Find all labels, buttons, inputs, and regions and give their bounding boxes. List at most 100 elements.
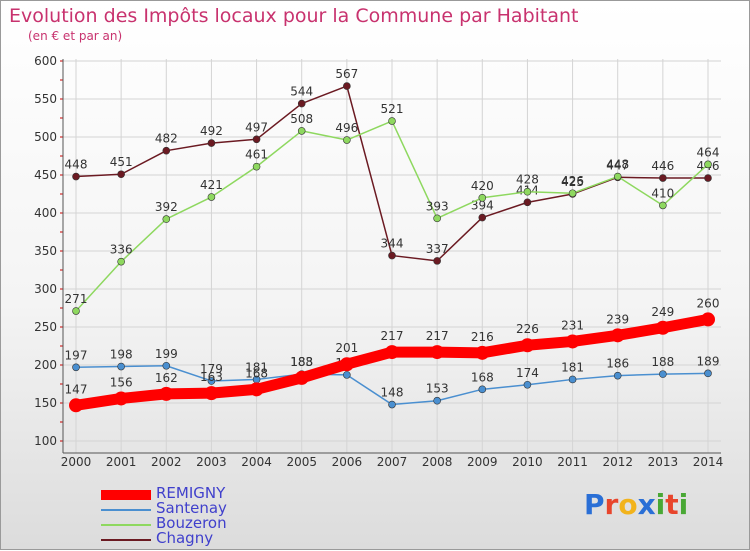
data-point-bouzeron bbox=[704, 160, 712, 169]
data-label-bouzeron: 271 bbox=[65, 292, 88, 306]
legend-swatch-bouzeron bbox=[101, 524, 151, 526]
data-label-chagny: 482 bbox=[155, 132, 178, 146]
data-point-bouzeron bbox=[343, 136, 351, 144]
data-label-chagny: 337 bbox=[426, 242, 449, 256]
data-point-chagny bbox=[297, 99, 306, 108]
x-tick-label: 2005 bbox=[286, 455, 317, 469]
data-point-remigny bbox=[159, 386, 174, 401]
logo-letter: t bbox=[665, 488, 679, 521]
data-label-remigny: 156 bbox=[110, 375, 133, 389]
data-label-chagny: 492 bbox=[200, 124, 223, 138]
data-label-santenay: 186 bbox=[606, 357, 629, 371]
logo-letter: x bbox=[637, 488, 656, 521]
legend-swatch-santenay bbox=[101, 509, 151, 511]
data-label-santenay: 188 bbox=[651, 355, 674, 369]
data-label-remigny: 201 bbox=[335, 341, 358, 355]
data-label-santenay: 174 bbox=[516, 366, 539, 380]
data-point-chagny bbox=[523, 198, 532, 207]
data-label-santenay: 168 bbox=[471, 370, 494, 384]
data-point-bouzeron bbox=[72, 307, 80, 315]
y-tick-label: 400 bbox=[34, 206, 57, 220]
logo-letter: i bbox=[678, 488, 689, 521]
x-tick-label: 2003 bbox=[196, 455, 227, 469]
data-point-remigny bbox=[701, 312, 715, 327]
x-tick-label: 2013 bbox=[648, 455, 679, 469]
data-label-santenay: 189 bbox=[697, 354, 720, 368]
data-label-chagny: 544 bbox=[290, 85, 313, 99]
chart-subtitle: (en € et par an) bbox=[28, 29, 123, 43]
data-point-chagny bbox=[162, 146, 171, 155]
x-tick-label: 2011 bbox=[557, 455, 588, 469]
data-label-remigny: 249 bbox=[651, 305, 674, 319]
data-label-chagny: 447 bbox=[606, 158, 629, 172]
data-label-bouzeron: 508 bbox=[290, 112, 313, 126]
data-label-bouzeron: 521 bbox=[381, 102, 404, 116]
data-point-bouzeron bbox=[613, 172, 622, 181]
data-point-santenay bbox=[704, 369, 712, 378]
data-label-bouzeron: 393 bbox=[426, 199, 449, 213]
data-point-santenay bbox=[117, 362, 125, 371]
data-label-santenay: 181 bbox=[561, 360, 584, 374]
data-label-remigny: 168 bbox=[245, 366, 268, 380]
data-label-santenay: 148 bbox=[381, 386, 404, 400]
data-point-chagny bbox=[704, 174, 712, 182]
data-label-chagny: 425 bbox=[561, 175, 584, 189]
y-tick-label: 300 bbox=[34, 282, 57, 296]
data-point-remigny bbox=[249, 382, 264, 397]
data-point-santenay bbox=[388, 400, 396, 409]
logo-letter: o bbox=[618, 488, 638, 521]
x-tick-label: 2009 bbox=[467, 455, 498, 469]
data-point-bouzeron bbox=[117, 257, 125, 266]
data-point-remigny bbox=[430, 345, 445, 360]
chart-title: Evolution des Impôts locaux pour la Comm… bbox=[9, 5, 579, 27]
data-point-remigny bbox=[565, 334, 580, 349]
data-point-santenay bbox=[343, 371, 351, 379]
data-label-remigny: 226 bbox=[516, 322, 539, 336]
data-point-santenay bbox=[568, 375, 577, 384]
data-label-chagny: 446 bbox=[651, 159, 674, 173]
data-label-remigny: 162 bbox=[155, 371, 178, 385]
logo-letter: r bbox=[604, 488, 619, 521]
data-point-chagny bbox=[117, 170, 125, 179]
data-label-chagny: 497 bbox=[245, 120, 268, 134]
data-label-bouzeron: 428 bbox=[516, 173, 539, 187]
data-point-chagny bbox=[252, 135, 261, 144]
y-tick-label: 600 bbox=[34, 54, 57, 68]
x-tick-label: 2006 bbox=[332, 455, 363, 469]
data-label-chagny: 451 bbox=[110, 155, 133, 169]
y-tick-label: 150 bbox=[34, 396, 57, 410]
data-point-bouzeron bbox=[162, 215, 171, 223]
data-point-bouzeron bbox=[659, 201, 667, 210]
y-tick-label: 200 bbox=[34, 358, 57, 372]
data-point-bouzeron bbox=[478, 194, 487, 202]
data-label-santenay: 179 bbox=[200, 362, 223, 376]
data-point-santenay bbox=[478, 385, 487, 394]
data-point-remigny bbox=[520, 338, 535, 353]
data-point-santenay bbox=[659, 370, 667, 378]
data-label-chagny: 344 bbox=[381, 237, 404, 251]
x-tick-label: 2012 bbox=[602, 455, 633, 469]
data-label-chagny: 567 bbox=[335, 67, 358, 81]
data-point-santenay bbox=[613, 371, 622, 380]
data-label-remigny: 183 bbox=[290, 355, 313, 369]
data-point-chagny bbox=[659, 174, 667, 182]
data-point-remigny bbox=[610, 328, 625, 343]
data-point-chagny bbox=[72, 172, 80, 181]
data-label-santenay: 199 bbox=[155, 347, 178, 361]
data-label-bouzeron: 461 bbox=[245, 148, 268, 162]
y-tick-label: 500 bbox=[34, 130, 57, 144]
data-point-chagny bbox=[478, 213, 487, 222]
data-label-santenay: 198 bbox=[110, 348, 133, 362]
data-label-bouzeron: 464 bbox=[697, 145, 720, 159]
legend-label-santenay: Santenay bbox=[156, 499, 227, 517]
data-point-bouzeron bbox=[433, 214, 441, 223]
data-point-chagny bbox=[343, 82, 351, 90]
logo-letter: i bbox=[655, 488, 666, 521]
data-label-santenay: 181 bbox=[245, 360, 268, 374]
data-label-remigny: 217 bbox=[426, 329, 449, 343]
data-point-bouzeron bbox=[388, 117, 396, 125]
x-tick-label: 2014 bbox=[693, 455, 724, 469]
data-point-bouzeron bbox=[297, 127, 306, 135]
